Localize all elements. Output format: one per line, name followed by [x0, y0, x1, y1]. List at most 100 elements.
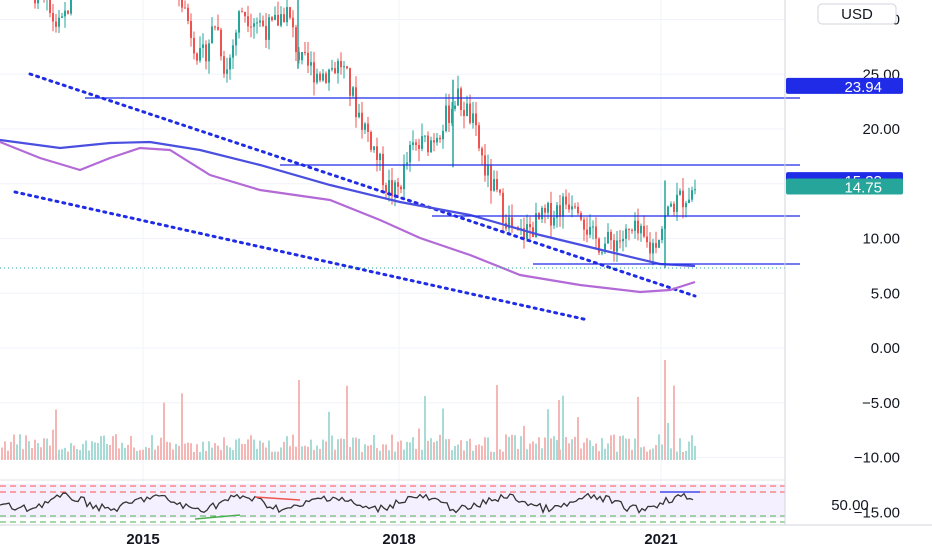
currency-badge[interactable]	[817, 3, 897, 25]
candle-body	[361, 112, 363, 130]
candle-body	[196, 53, 198, 61]
volume-bar	[88, 450, 90, 460]
candle-body	[415, 142, 417, 145]
volume-spike	[298, 380, 300, 460]
volume-bar	[676, 451, 678, 460]
candle-body	[682, 190, 684, 208]
candle-body	[616, 240, 618, 252]
volume-bar	[523, 425, 525, 460]
volume-bar	[229, 447, 231, 460]
volume-bar	[424, 395, 426, 460]
y-tick-label: 0.00	[871, 340, 900, 357]
volume-bar	[517, 448, 519, 460]
candle-body	[511, 217, 513, 228]
volume-bar	[688, 441, 690, 460]
volume-bar	[508, 436, 510, 460]
y-tick-label: −15.00	[854, 504, 900, 521]
volume-bar	[595, 443, 597, 460]
volume-bar	[70, 443, 72, 460]
channel-lower-line[interactable]	[13, 190, 590, 322]
volume-bar	[556, 440, 558, 460]
volume-bar	[346, 385, 348, 460]
candle-body	[277, 14, 279, 26]
volume-bar	[577, 417, 579, 460]
volume-bar	[649, 449, 651, 460]
candle-body	[265, 25, 267, 40]
volume-bar	[643, 446, 645, 460]
moving-average-short[interactable]	[0, 140, 696, 294]
candle-body	[451, 108, 453, 124]
candle-body	[529, 224, 531, 228]
volume-bar	[469, 438, 471, 460]
candle-body	[379, 153, 381, 160]
channel-upper-line[interactable]	[28, 72, 697, 298]
candle-body	[661, 228, 663, 240]
candle-body	[313, 62, 315, 83]
volume-bar	[583, 442, 585, 460]
candle-body	[613, 240, 615, 252]
candle-body	[601, 252, 603, 254]
volume-bar	[97, 443, 99, 460]
volume-bar	[661, 444, 663, 460]
volume-bar	[256, 448, 258, 460]
volume-bar	[244, 444, 246, 460]
candle-body	[337, 60, 339, 74]
rsi-axis-label: 50.00	[831, 497, 869, 514]
volume-bar	[526, 449, 528, 460]
volume-bar	[172, 449, 174, 460]
candle-body	[334, 68, 336, 74]
volume-bar	[361, 451, 363, 460]
volume-bar	[463, 450, 465, 460]
volume-bar	[100, 436, 102, 460]
volume-bar	[259, 440, 261, 460]
candle-body	[301, 52, 303, 61]
candle-body	[637, 220, 639, 234]
volume-bar	[145, 446, 147, 460]
volume-bar	[505, 434, 507, 460]
candle-body	[289, 7, 291, 18]
candle-body	[211, 26, 213, 44]
volume-bar	[196, 444, 198, 460]
candle-body	[424, 135, 426, 137]
volume-bar	[181, 393, 183, 460]
volume-bar	[565, 437, 567, 460]
volume-bar	[460, 440, 462, 460]
volume-bar	[514, 435, 516, 460]
x-gridlines	[142, 0, 662, 525]
volume-bar	[418, 428, 420, 460]
volume-bar	[193, 451, 195, 460]
candle-body	[397, 182, 399, 187]
volume-bar	[91, 441, 93, 460]
volume-bar	[217, 445, 219, 460]
rsi-panel[interactable]	[0, 479, 785, 523]
volume-bar	[7, 450, 9, 460]
price-label-tag	[786, 77, 903, 94]
volume-bar	[493, 451, 495, 460]
volume-bar	[403, 449, 405, 460]
volume-bar	[223, 437, 225, 460]
volume-bar	[322, 439, 324, 460]
volume-bar	[10, 441, 12, 460]
candle-body	[607, 231, 609, 244]
volume-bar	[85, 440, 87, 460]
volume-spike	[558, 400, 560, 460]
volume-bar	[148, 447, 150, 460]
candle-body	[430, 140, 432, 153]
candle-body	[235, 32, 237, 46]
rsi-background	[0, 484, 785, 518]
volume-bar	[607, 443, 609, 460]
volume-bar	[205, 450, 207, 460]
candle-body	[229, 57, 231, 70]
candle-body	[655, 243, 657, 248]
candle-body	[328, 69, 330, 83]
candle-body	[487, 165, 489, 176]
candle-body	[679, 190, 681, 195]
moving-average-long[interactable]	[0, 138, 696, 268]
volume-bar	[43, 438, 45, 460]
volume-bar	[133, 447, 135, 460]
candle-body	[274, 14, 276, 21]
volume-bar	[22, 449, 24, 460]
volume-bar	[673, 385, 675, 460]
candle-body	[316, 73, 318, 83]
